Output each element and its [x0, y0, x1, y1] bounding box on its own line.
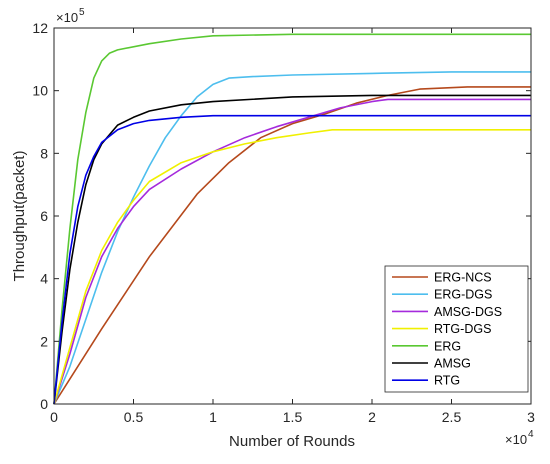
x-tick-label: 0.5	[124, 409, 144, 425]
y-tick-label: 4	[40, 271, 48, 287]
tick-layer: 0 0.5 1 1.5 2 2.5 3 0 2 4 6 8 10 12	[32, 20, 535, 425]
x-tick-label: 1.5	[283, 409, 303, 425]
y-tick-label: 10	[32, 83, 48, 99]
x-tick-label: 3	[527, 409, 535, 425]
series-line-erg-ncs	[53, 86, 531, 405]
x-multiplier: ×10 4	[505, 429, 534, 447]
x-tick-label: 1	[209, 409, 217, 425]
y-multiplier-base: ×10	[56, 10, 78, 25]
x-tick-label: 2	[368, 409, 376, 425]
series-line-amsg	[53, 94, 531, 405]
y-multiplier: ×10 5	[56, 7, 85, 25]
legend: ERG-NCS ERG-DGS AMSG-DGS RTG-DGS ERG AMSG RTG	[384, 265, 529, 393]
series-line-erg	[53, 33, 531, 405]
legend-label-amsg: AMSG	[434, 357, 471, 371]
x-multiplier-exponent: 4	[528, 429, 534, 440]
y-tick-label: 2	[40, 333, 48, 349]
series-line-erg-dgs	[53, 71, 531, 405]
x-tick-label: 0	[50, 409, 58, 425]
series-line-rtg-dgs	[53, 129, 531, 405]
x-axis-label: Number of Rounds	[229, 433, 355, 450]
legend-label-amsg-dgs: AMSG-DGS	[434, 305, 502, 319]
series-line-rtg	[53, 114, 531, 405]
legend-label-rtg: RTG	[434, 374, 460, 388]
legend-label-erg-ncs: ERG-NCS	[434, 271, 492, 285]
y-tick-label: 8	[40, 145, 48, 161]
legend-label-erg: ERG	[434, 339, 461, 353]
y-tick-label: 6	[40, 208, 48, 224]
y-tick-label: 12	[32, 20, 48, 36]
y-axis-label: Throughput(packet)	[11, 151, 28, 282]
legend-label-rtg-dgs: RTG-DGS	[434, 322, 491, 336]
y-tick-label: 0	[40, 396, 48, 412]
legend-label-erg-dgs: ERG-DGS	[434, 288, 492, 302]
x-multiplier-base: ×10	[505, 432, 527, 447]
x-tick-label: 2.5	[442, 409, 462, 425]
y-multiplier-exponent: 5	[79, 7, 85, 18]
series-layer	[53, 33, 531, 405]
